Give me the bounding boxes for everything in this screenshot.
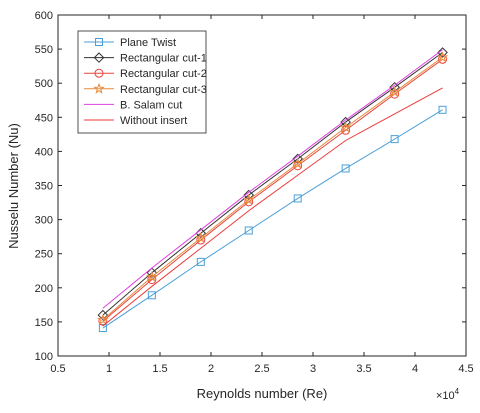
legend-label: Plane Twist — [120, 37, 176, 49]
legend-label: Without insert — [120, 115, 187, 127]
x-axis-label: Reynolds number (Re) — [197, 386, 328, 401]
y-tick-label: 100 — [35, 351, 53, 363]
legend-entry: Rectangular cut-1 — [84, 52, 207, 65]
legend-label: B. Salam cut — [120, 99, 182, 111]
legend-label: Rectangular cut-1 — [120, 53, 207, 65]
y-tick-label: 350 — [35, 181, 53, 193]
x-tick-label: 4.5 — [458, 363, 473, 375]
star-marker — [97, 313, 109, 325]
series-line — [102, 52, 443, 316]
series-without-insert — [102, 87, 443, 327]
star-marker — [146, 270, 158, 282]
star-marker — [93, 82, 105, 94]
legend-entry: Rectangular cut-2 — [84, 68, 207, 80]
y-tick-label: 450 — [35, 112, 53, 124]
square-marker — [196, 257, 205, 266]
y-tick-label: 150 — [35, 317, 53, 329]
star-marker — [242, 193, 255, 205]
square-marker — [390, 135, 399, 144]
y-axis-ticks: 100 150 200 250 300 350 400 450 500 550 600 — [35, 10, 466, 363]
x-tick-label: 2 — [208, 363, 214, 375]
y-tick-label: 300 — [35, 215, 53, 227]
series-rectangular-cut-2 — [98, 54, 448, 326]
square-marker — [341, 164, 350, 173]
x-multiplier-exponent: 4 — [455, 387, 460, 396]
square-marker — [95, 38, 103, 46]
circle-marker — [147, 275, 157, 285]
circle-marker — [438, 54, 448, 64]
x-tick-label: 0.5 — [50, 363, 65, 375]
x-tick-label: 1.5 — [152, 363, 167, 375]
diamond-marker — [437, 47, 448, 58]
x-tick-label: 2.5 — [254, 363, 269, 375]
series-b-salam-cut — [102, 49, 443, 309]
star-marker — [195, 231, 207, 243]
x-tick-label: 3.5 — [356, 363, 371, 375]
circle-marker — [390, 89, 400, 99]
series-plane-twist — [98, 105, 447, 333]
y-axis-label: Nusselu Number (Nu) — [6, 123, 21, 249]
circle-marker — [196, 235, 206, 245]
circle-marker — [94, 68, 104, 78]
x-multiplier-base: ×10 — [436, 390, 455, 402]
series-line — [102, 58, 443, 322]
legend-label: Rectangular cut-3 — [120, 84, 207, 96]
x-tick-label: 1 — [106, 363, 112, 375]
legend-label: Rectangular cut-2 — [120, 68, 207, 80]
series-line — [102, 56, 443, 321]
square-marker — [98, 324, 107, 333]
series-group — [97, 47, 449, 333]
y-tick-label: 600 — [35, 10, 53, 22]
square-marker — [147, 291, 156, 300]
series-line — [102, 87, 443, 327]
star-marker — [388, 86, 401, 97]
square-marker — [244, 226, 253, 235]
circle-marker — [244, 197, 254, 207]
series-line — [102, 109, 443, 329]
circle-marker — [293, 161, 303, 171]
x-axis-ticks: 0.5 1 1.5 2 2.5 3 3.5 4 4.5 — [50, 15, 474, 375]
x-tick-label: 4 — [412, 363, 418, 375]
star-marker — [436, 51, 449, 63]
star-marker — [291, 157, 304, 169]
legend-entry: Plane Twist — [84, 37, 176, 49]
circle-marker — [98, 316, 108, 326]
x-multiplier-label: ×104 — [436, 387, 460, 402]
legend-entry: Rectangular cut-3 — [84, 82, 207, 96]
x-tick-label: 3 — [310, 363, 316, 375]
series-rectangular-cut-3 — [97, 51, 449, 325]
legend: Plane Twist Rectangular cut-1 Rectangular … — [77, 30, 207, 134]
diamond-marker — [93, 52, 105, 63]
y-tick-label: 500 — [35, 78, 53, 90]
square-marker — [438, 105, 447, 114]
y-tick-label: 400 — [35, 146, 53, 158]
legend-box — [77, 30, 207, 134]
square-marker — [293, 194, 302, 203]
star-marker — [339, 121, 352, 133]
y-tick-label: 200 — [35, 283, 53, 295]
y-tick-label: 550 — [35, 44, 53, 56]
series-line — [102, 49, 443, 309]
legend-entry: B. Salam cut — [84, 99, 182, 111]
legend-entry: Without insert — [84, 115, 187, 127]
y-tick-label: 250 — [35, 249, 53, 261]
